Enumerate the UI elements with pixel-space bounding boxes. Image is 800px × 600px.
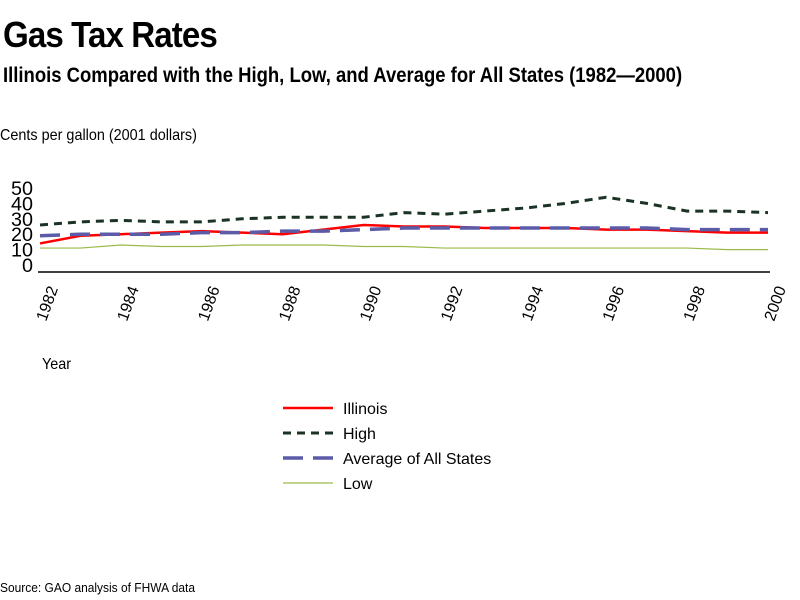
y-tick-label: 40 bbox=[11, 194, 33, 215]
series-line-average-of-all-states bbox=[39, 226, 768, 238]
x-tick-label: 1986 bbox=[196, 284, 224, 323]
x-tick-label: 1982 bbox=[34, 284, 62, 323]
x-axis-label: Year bbox=[42, 356, 72, 373]
chart-subtitle: Illinois Compared with the High, Low, an… bbox=[3, 64, 683, 87]
legend-label: Average of All States bbox=[343, 451, 491, 468]
y-tick-label: 50 bbox=[11, 179, 33, 200]
y-tick-label: 30 bbox=[11, 210, 33, 231]
x-tick-label: 1990 bbox=[357, 284, 385, 323]
legend-label: High bbox=[343, 426, 376, 443]
y-axis-label: Cents per gallon (2001 dollars) bbox=[0, 127, 197, 144]
legend-label: Illinois bbox=[343, 401, 387, 418]
series-line-high bbox=[39, 195, 769, 227]
source-note: Source: GAO analysis of FHWA data bbox=[0, 580, 195, 595]
legend-label: Low bbox=[343, 476, 373, 493]
series-line-low bbox=[40, 244, 768, 251]
x-tick-label: 1984 bbox=[115, 284, 143, 323]
y-tick-label: 20 bbox=[11, 225, 33, 246]
y-tick-label: 0 bbox=[22, 256, 33, 277]
chart-title: Gas Tax Rates bbox=[3, 14, 218, 55]
x-tick-label: 2000 bbox=[762, 284, 790, 323]
x-tick-label: 1992 bbox=[438, 284, 466, 323]
x-tick-label: 1994 bbox=[519, 284, 547, 323]
x-tick-label: 1996 bbox=[600, 284, 628, 323]
y-tick-label: 10 bbox=[11, 241, 33, 262]
x-tick-label: 1998 bbox=[681, 284, 709, 323]
x-tick-label: 1988 bbox=[276, 284, 304, 323]
